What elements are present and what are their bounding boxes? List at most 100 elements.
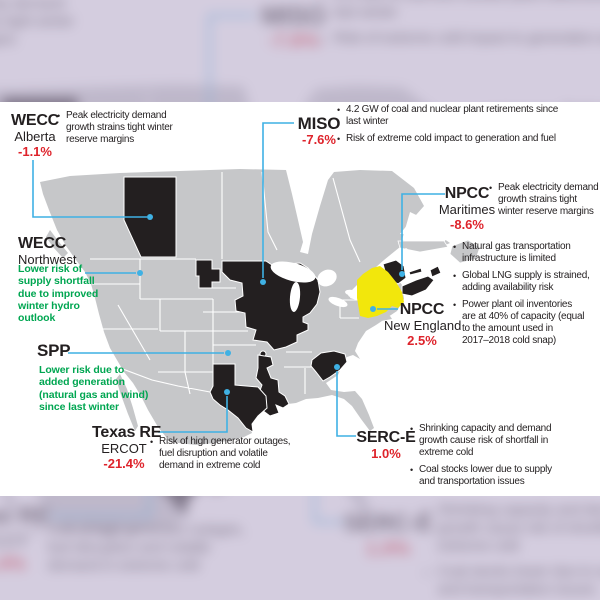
bullet-item: • Peak electricity demand growth strains… [57,110,187,146]
note-spp: Lower risk due to added generation (natu… [39,364,149,413]
background-blur-bottom: WECC Alberta -1.1% • Peak electricity de… [0,496,600,600]
bullet-item: • Peak electricity demand growth strains… [489,182,599,218]
bullet-line: and transportation issues [419,476,525,487]
map-region-serc-e [310,350,348,382]
dot-maritimes [399,271,405,277]
bullet-line: Peak electricity demand [498,182,599,193]
bullet-line: growth cause risk of shortfall in [419,435,549,446]
bullet-line: Global LNG supply is strained, [462,270,590,281]
note-line: added generation [39,376,125,389]
vancouver-island-shape [46,230,68,258]
lake-erie [328,296,348,308]
map-region-nova-scotia [401,275,435,297]
bullet-item: • Risk of extreme cold impact to generat… [337,133,557,145]
lake-huron [317,269,337,287]
bullet-marker: • [453,300,457,310]
region-name: SPP [37,341,71,360]
note-line: outlook [18,312,56,325]
bullet-line: to the amount used in [462,323,553,334]
note-line: winter hydro [18,299,80,312]
bullet-item: • Natural gas transportation infrastruct… [453,241,599,265]
bullet-line: Risk of high generator outages, [159,436,291,447]
bullet-line: reserve margins [66,134,134,145]
bullet-line: fuel disruption and volatile [159,448,268,459]
bullet-marker: • [57,111,61,121]
bullet-line: Shrinking capacity and demand [419,423,552,434]
region-change-value: -1.1% [18,144,52,159]
region-change-value: 2.5% [407,333,437,348]
region-label-spp: SPP [37,341,71,360]
bullet-line: demand in extreme cold [159,460,261,471]
map-region-miso-west-pocket [195,259,221,289]
region-subname: New England [384,318,462,333]
long-island-shape [368,316,392,323]
backdrop-tint-overlay [0,496,600,600]
bullets-texas-re: • Risk of high generator outages, fuel d… [150,436,290,477]
note-line: (natural gas and wind) [39,388,149,401]
bullet-marker: • [410,424,414,434]
map-region-pei [408,267,423,276]
dot-wecc-northwest [137,270,143,276]
region-name: SERC-E [356,429,416,446]
region-subname: Alberta [14,129,56,144]
bullets-miso: • 4.2 GW of coal and nuclear plant retir… [337,104,559,150]
bullet-line: 4.2 GW of coal and nuclear plant retirem… [346,104,559,115]
region-subname: ERCOT [101,441,147,456]
bullet-line: 2017–2018 cold snap) [462,335,556,346]
baja-california-shape [116,374,138,431]
north-america-map [32,122,481,445]
callout-connectors [32,122,445,437]
region-name: NPCC [399,301,445,318]
connector-wecc-alberta [32,160,147,218]
bullet-line: growth strains tight winter [66,122,173,133]
state-province-borders [90,171,362,395]
map-region-texas-ercot [209,363,268,433]
dot-serc-e [334,364,340,370]
region-name: NPCC [444,185,490,202]
bullets-serc-e: • Shrinking capacity and demand growth c… [410,423,556,493]
region-change-value: -8.6% [450,217,484,232]
dot-wecc-alberta [147,214,153,220]
note-line: due to improved [18,287,99,300]
bullet-marker: • [410,465,414,475]
region-change-value: -21.4% [103,456,145,471]
bullet-marker: • [489,183,493,193]
note-line: Lower risk of [18,263,83,275]
region-label-wecc-alberta: WECC Alberta -1.1% [9,112,61,159]
lake-michigan [289,282,301,312]
map-region-miso-south [255,354,290,417]
bullet-marker: • [453,242,457,252]
connector-miso [262,122,294,278]
bullet-line: last winter [346,116,389,127]
dot-spp [225,350,231,356]
bullet-item: • Power plant oil inventories are at 40%… [453,299,599,347]
connector-maritimes [401,193,445,270]
bullet-line: Risk of extreme cold impact to generatio… [346,133,556,144]
newfoundland-shape [449,239,481,264]
dot-miso [260,279,266,285]
region-label-npcc-maritimes: NPCC Maritimes -8.6% [437,185,497,232]
bullet-line: Peak electricity demand [66,110,167,121]
region-name: WECC [18,235,67,252]
bullet-marker: • [337,105,341,115]
bullet-marker: • [150,437,154,447]
region-name: MISO [297,114,341,133]
bullet-line: growth strains tight [498,194,577,205]
bullet-line: Natural gas transportation [462,241,571,252]
region-change-value: -7.6% [302,132,336,147]
region-label-texas-re: Texas RE ERCOT -21.4% [92,424,161,471]
bullet-line: infrastructure is limited [462,253,556,264]
bullet-line: Coal stocks lower due to supply [419,464,552,475]
region-change-value: 1.0% [371,446,401,461]
bullets-npcc-maritimes: • Peak electricity demand growth strains… [489,182,599,223]
region-label-wecc-northwest: WECC Northwest [18,235,77,267]
bullets-wecc-alberta: • Peak electricity demand growth strains… [57,110,187,151]
bullet-item: • Coal stocks lower due to supply and tr… [410,464,556,488]
lake-superior [270,261,316,283]
bullet-marker: • [453,271,457,281]
region-label-serc-e: SERC-E 1.0% [356,429,416,461]
gaspe-peninsula-shape [397,240,449,253]
connector-serc-e [336,371,356,437]
backdrop-tint-overlay [0,0,600,102]
